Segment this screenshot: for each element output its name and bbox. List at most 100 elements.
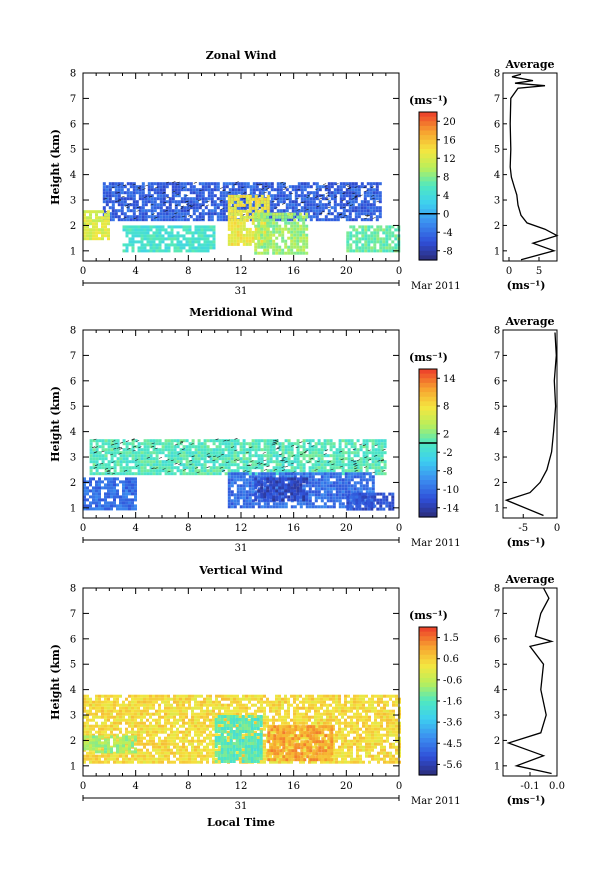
data-cell (237, 185, 241, 189)
data-cell (149, 715, 152, 719)
data-cell (191, 457, 195, 461)
data-cell (236, 197, 240, 201)
hatch-mark (371, 186, 375, 188)
hatch-mark (93, 438, 97, 441)
data-cell (308, 706, 311, 710)
data-cell (270, 188, 274, 192)
data-cell (296, 239, 300, 243)
data-cell (236, 233, 240, 237)
data-cell (314, 490, 318, 494)
data-cell (197, 700, 200, 704)
data-cell (161, 228, 165, 232)
data-cell (89, 703, 92, 707)
data-cell (92, 463, 96, 467)
data-cell (134, 234, 138, 238)
profile-y-tick-label: 6 (494, 119, 500, 130)
data-cell (137, 249, 141, 253)
data-cell (173, 457, 177, 461)
data-cell (140, 451, 144, 455)
data-cell (119, 718, 122, 722)
data-cell (350, 484, 354, 488)
data-cell (110, 501, 113, 505)
data-cell (140, 234, 144, 238)
data-cell (257, 239, 261, 243)
data-cell (134, 451, 138, 455)
data-cell (198, 188, 202, 192)
data-cell (347, 469, 351, 473)
data-cell (272, 498, 276, 502)
data-cell (370, 237, 374, 241)
data-cell (302, 492, 306, 496)
data-cell (198, 203, 202, 207)
data-cell (308, 454, 312, 458)
data-cell (113, 448, 117, 452)
data-cell (119, 454, 123, 458)
data-cell (122, 454, 126, 458)
data-cell (167, 249, 171, 253)
hatch-mark (243, 470, 247, 472)
data-cell (311, 475, 315, 479)
data-cell (206, 454, 210, 458)
data-cell (164, 472, 168, 476)
data-cell (248, 499, 252, 503)
data-cell (245, 448, 249, 452)
data-cell (242, 451, 246, 455)
data-cell (341, 460, 345, 464)
data-cell (117, 215, 121, 219)
data-cell (95, 466, 99, 470)
data-cell (215, 469, 219, 473)
data-cell (371, 460, 375, 464)
data-cell (308, 472, 312, 476)
data-cell (209, 460, 213, 464)
data-cell (312, 215, 316, 219)
data-cell (200, 445, 204, 449)
data-cell (176, 439, 180, 443)
data-cell (113, 495, 116, 499)
data-cell (254, 230, 258, 234)
data-cell (215, 694, 218, 698)
data-cell (179, 718, 182, 722)
data-cell (272, 224, 276, 228)
data-cell (146, 448, 150, 452)
data-cell (98, 457, 102, 461)
hatch-mark (167, 470, 171, 473)
data-cell (113, 466, 117, 470)
data-cell (326, 706, 329, 710)
data-cell (251, 445, 255, 449)
data-cell (365, 442, 369, 446)
data-cell (362, 460, 366, 464)
data-cell (359, 703, 362, 707)
colorbar-cell (419, 227, 437, 233)
data-cell (299, 489, 303, 493)
data-cell (98, 466, 102, 470)
data-cell (275, 495, 279, 499)
data-cell (383, 712, 386, 716)
data-cell (366, 191, 370, 195)
colorbar-cell (419, 223, 437, 229)
data-cell (353, 490, 357, 494)
data-cell (119, 504, 122, 508)
hatch-mark (339, 465, 343, 468)
data-cell (326, 478, 330, 482)
data-cell (249, 191, 253, 195)
data-cell (278, 215, 282, 219)
data-cell (200, 228, 204, 232)
data-cell (383, 709, 386, 713)
hatch-mark (341, 216, 345, 219)
data-cell (128, 442, 132, 446)
data-cell (89, 228, 92, 232)
data-cell (329, 463, 333, 467)
data-cell (353, 715, 356, 719)
data-cell (149, 697, 152, 701)
data-cell (305, 245, 309, 249)
data-cell (378, 191, 382, 195)
data-cell (346, 501, 350, 505)
data-cell (92, 495, 95, 499)
data-cell (266, 715, 269, 719)
data-cell (366, 206, 370, 210)
data-cell (251, 236, 255, 240)
data-cell (251, 493, 255, 497)
data-cell (182, 445, 186, 449)
data-cell (161, 240, 165, 244)
